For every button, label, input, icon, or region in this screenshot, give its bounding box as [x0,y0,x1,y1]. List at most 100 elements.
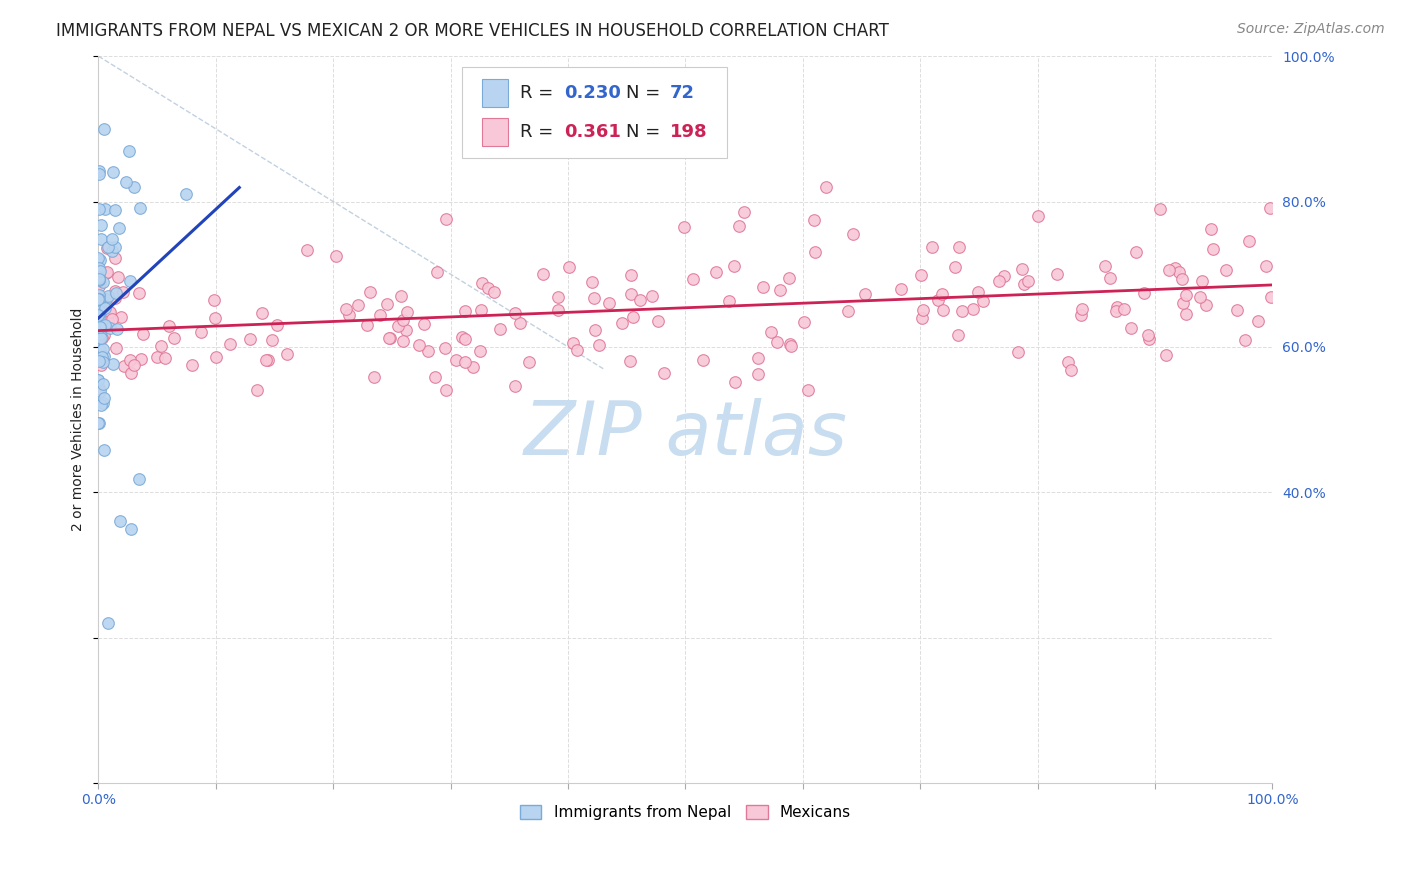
Point [87,202,110,216]
Point [101,232,124,246]
Point [948,240,970,254]
Point [993,269,1015,284]
Point [93,443,115,458]
Text: N =: N = [626,84,665,103]
Point [104,285,127,299]
Point [619,354,641,368]
Point [1094,259,1116,273]
FancyBboxPatch shape [482,118,508,145]
Point [276,347,298,361]
Point [380,331,402,345]
Point [1119,321,1142,335]
Point [1012,277,1035,291]
Point [454,304,477,318]
Point [620,268,643,283]
Point [412,318,434,332]
Text: N =: N = [626,123,665,141]
Point [98,320,121,334]
Text: Source: ZipAtlas.com: Source: ZipAtlas.com [1237,22,1385,37]
Point [93,349,115,363]
Point [370,308,392,322]
Point [246,383,269,397]
Point [1133,285,1156,300]
Point [87,278,110,293]
Text: ZIP atlas: ZIP atlas [523,398,848,470]
Point [149,339,172,353]
Point [114,175,136,189]
Point [517,354,540,368]
Point [503,306,526,320]
Point [97,313,120,327]
Point [89,292,111,306]
Point [89,333,111,347]
Point [1171,272,1194,286]
Point [565,343,588,358]
Point [176,187,198,202]
Point [128,285,150,300]
Point [90,398,112,412]
Point [96,264,118,278]
Point [778,271,800,285]
Point [87,354,110,368]
Point [90,358,112,372]
Point [89,271,111,285]
Point [375,297,398,311]
Point [793,314,815,328]
Point [1215,263,1237,277]
Point [503,379,526,393]
Point [1247,314,1270,328]
Point [1260,290,1282,304]
Point [90,296,112,310]
Point [426,265,449,279]
Point [94,293,117,307]
Point [120,366,142,380]
Point [163,331,186,345]
Point [1191,275,1213,289]
Point [118,353,141,368]
Point [190,325,212,339]
Point [107,322,129,336]
Point [803,213,825,227]
Point [128,472,150,486]
Point [93,355,115,369]
Point [122,358,145,372]
Point [531,267,554,281]
Point [89,303,111,318]
Point [477,281,499,295]
Point [988,274,1011,288]
Point [557,260,579,275]
Point [815,180,838,194]
Point [621,310,644,324]
Point [946,328,969,343]
Point [90,321,112,335]
Point [1056,355,1078,369]
Point [610,317,633,331]
Point [547,290,569,304]
Point [704,265,727,279]
Point [112,359,135,373]
Point [254,353,277,368]
Point [389,289,412,303]
Point [1226,303,1249,318]
Point [718,293,741,308]
Point [470,303,492,318]
Point [89,326,111,341]
Point [110,310,132,324]
Point [434,211,457,226]
Point [118,274,141,288]
Point [672,219,695,234]
Point [598,296,620,310]
Point [89,350,111,364]
Point [972,294,994,309]
Point [562,335,585,350]
Point [93,202,115,216]
Point [911,310,934,325]
Point [769,283,792,297]
FancyBboxPatch shape [463,67,727,158]
Point [97,289,120,303]
Point [1137,332,1160,346]
Point [90,219,112,233]
Point [751,279,773,293]
Point [395,305,418,319]
Point [295,243,318,257]
